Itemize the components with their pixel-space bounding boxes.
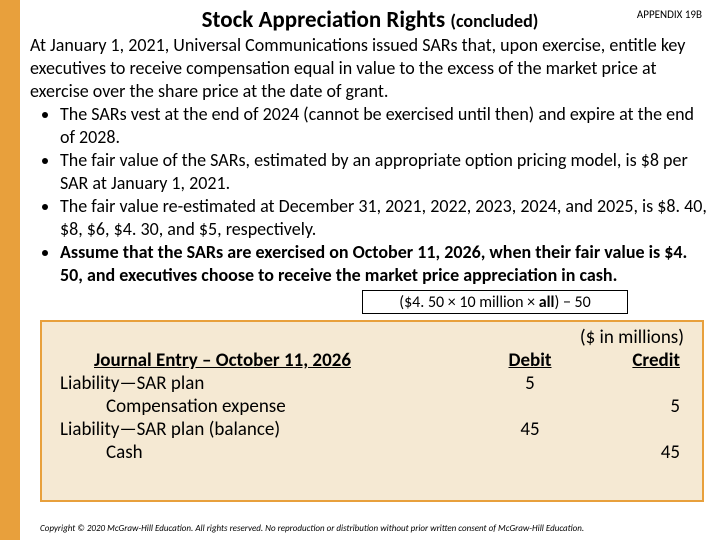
row-credit bbox=[580, 372, 680, 395]
title-suffix: (concluded) bbox=[450, 10, 538, 32]
bullet-text: The SARs vest at the end of 2024 (cannot… bbox=[60, 103, 694, 148]
row-debit bbox=[480, 395, 580, 418]
formula-box: ($4. 50 × 10 million × all) − 50 bbox=[362, 290, 628, 314]
table-row: Liability—SAR plan 5 bbox=[60, 372, 684, 395]
appendix-label: APPENDIX 19B bbox=[637, 8, 702, 21]
bullet-item: The SARs vest at the end of 2024 (cannot… bbox=[60, 103, 710, 149]
row-credit: 5 bbox=[580, 395, 680, 418]
copyright-text: Copyright © 2020 McGraw-Hill Education. … bbox=[40, 523, 584, 534]
journal-title: Journal Entry – October 11, 2026 bbox=[60, 349, 480, 372]
table-row: Liability—SAR plan (balance) 45 bbox=[60, 418, 684, 441]
bullet-item: Assume that the SARs are exercised on Oc… bbox=[60, 241, 710, 287]
bullet-text: Assume that the SARs are exercised on Oc… bbox=[60, 241, 687, 286]
row-desc: Liability—SAR plan bbox=[60, 372, 480, 395]
journal-entry-table: ($ in millions) Journal Entry – October … bbox=[40, 320, 704, 502]
title-main: Stock Appreciation Rights bbox=[202, 6, 451, 34]
row-credit: 45 bbox=[580, 441, 680, 464]
table-row: Compensation expense 5 bbox=[60, 395, 684, 418]
row-debit: 5 bbox=[480, 372, 580, 395]
in-millions-label: ($ in millions) bbox=[60, 326, 684, 349]
credit-header: Credit bbox=[580, 349, 680, 372]
title-row: Stock Appreciation Rights (concluded) AP… bbox=[30, 6, 710, 32]
slide-content: Stock Appreciation Rights (concluded) AP… bbox=[30, 6, 710, 287]
bullet-list: The SARs vest at the end of 2024 (cannot… bbox=[30, 103, 710, 287]
formula-prefix: ($4. 50 × 10 million × bbox=[399, 293, 539, 312]
row-desc: Cash bbox=[60, 441, 480, 464]
row-desc: Compensation expense bbox=[60, 395, 480, 418]
accent-sidebar bbox=[0, 0, 20, 540]
table-row: Cash 45 bbox=[60, 441, 684, 464]
slide-title: Stock Appreciation Rights (concluded) bbox=[30, 6, 710, 34]
debit-header: Debit bbox=[480, 349, 580, 372]
row-credit bbox=[580, 418, 680, 441]
bullet-item: The fair value of the SARs, estimated by… bbox=[60, 149, 710, 195]
row-desc: Liability—SAR plan (balance) bbox=[60, 418, 480, 441]
bullet-text: The fair value of the SARs, estimated by… bbox=[60, 149, 688, 194]
intro-paragraph: At January 1, 2021, Universal Communicat… bbox=[30, 34, 710, 103]
formula-suffix: ) − 50 bbox=[554, 293, 590, 312]
row-debit: 45 bbox=[480, 418, 580, 441]
formula-all: all bbox=[539, 293, 555, 312]
bullet-text: The fair value re-estimated at December … bbox=[60, 195, 707, 240]
journal-header: Journal Entry – October 11, 2026 Debit C… bbox=[60, 349, 684, 372]
bullet-item: The fair value re-estimated at December … bbox=[60, 195, 710, 241]
row-debit bbox=[480, 441, 580, 464]
